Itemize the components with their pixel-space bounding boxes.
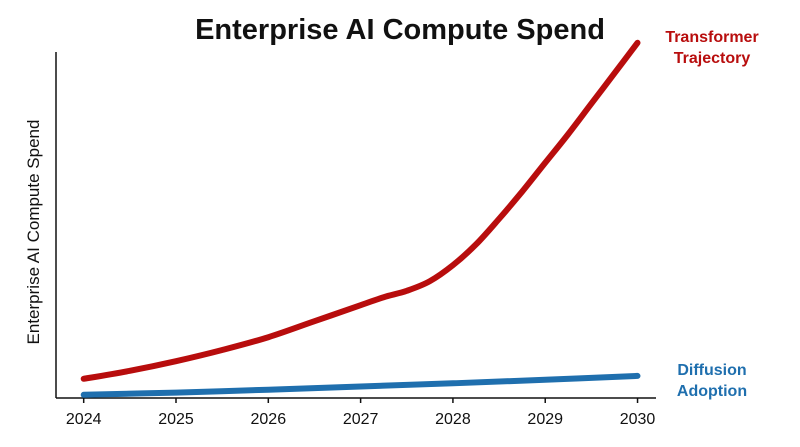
- series-label-1: Diffusion Adoption: [677, 362, 747, 400]
- x-axis-ticks: 2024 2025 2026 2027 2028 2029 2030: [66, 398, 656, 428]
- x-tick-label: 2028: [435, 411, 471, 428]
- series-label-line: Transformer: [665, 29, 758, 46]
- series-line-0: [80, 39, 641, 382]
- x-tick-label: 2026: [251, 411, 287, 428]
- series-line-1: [80, 372, 641, 398]
- series-labels: Transformer Trajectory Diffusion Adoption: [665, 29, 758, 400]
- series-label-line: Trajectory: [674, 50, 751, 67]
- x-tick-label: 2024: [66, 411, 102, 428]
- chart-title: Enterprise AI Compute Spend: [195, 14, 605, 46]
- series-lines: [80, 39, 641, 398]
- x-tick-label: 2025: [158, 411, 194, 428]
- series-label-0: Transformer Trajectory: [665, 29, 758, 67]
- x-tick-label: 2029: [527, 411, 563, 428]
- series-label-line: Adoption: [677, 383, 747, 400]
- x-tick-label: 2027: [343, 411, 379, 428]
- x-tick-label: 2030: [620, 411, 656, 428]
- series-label-line: Diffusion: [677, 362, 746, 379]
